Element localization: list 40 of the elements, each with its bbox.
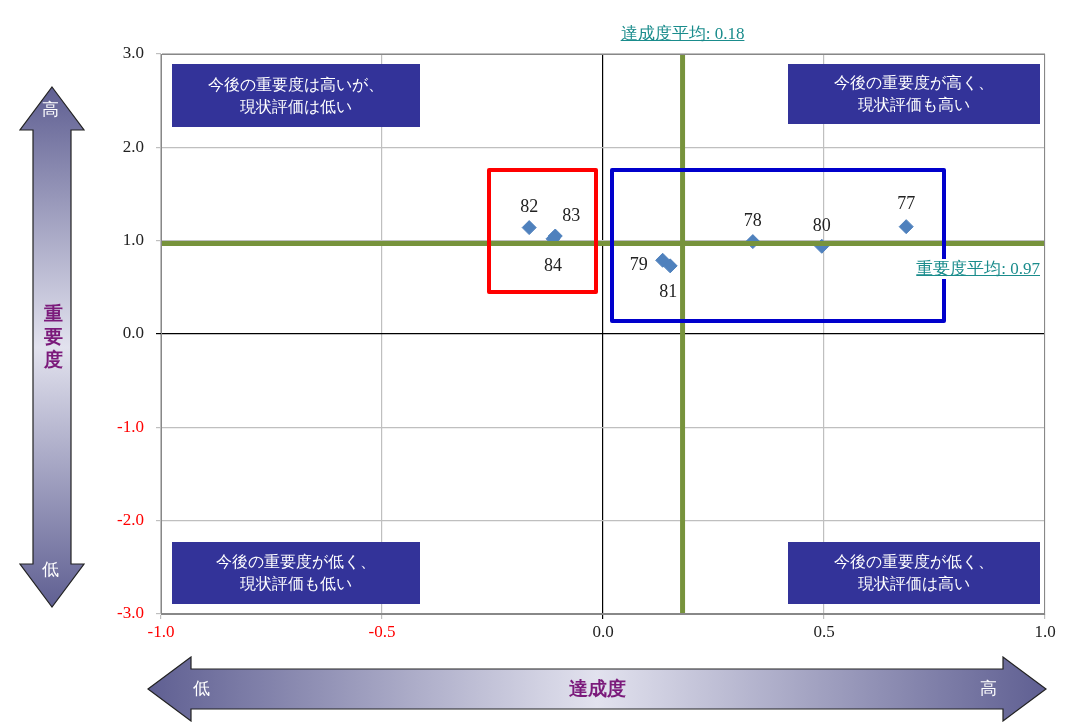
annotation: 今後の重要度は高いが、現状評価は低い xyxy=(208,73,384,118)
x-tick-label: 1.0 xyxy=(1034,621,1056,641)
note-box: 今後の重要度が高く、現状評価も高い xyxy=(788,64,1040,124)
point xyxy=(521,220,537,236)
point xyxy=(662,258,678,274)
text: 高 xyxy=(980,677,997,700)
x-tick-label: -0.5 xyxy=(368,621,396,641)
point xyxy=(898,219,914,235)
annotation: 81 xyxy=(659,280,678,301)
point xyxy=(655,252,671,268)
x-tick-label: 0.0 xyxy=(592,621,614,641)
x-axis-title: 達成度 xyxy=(568,677,626,699)
annotation: 今後の重要度が低く、現状評価は高い xyxy=(834,551,994,595)
text: 低 xyxy=(42,558,59,581)
y-tick-label: 0.0 xyxy=(122,323,144,343)
y-axis-title: 重要度 xyxy=(42,302,64,371)
y-tick-label: -1.0 xyxy=(117,416,144,436)
y-tick-label: -2.0 xyxy=(117,510,144,530)
annotation: 84 xyxy=(544,254,563,275)
annotation: 82 xyxy=(520,196,539,217)
note-box: 今後の重要度は高いが、現状評価は低い xyxy=(172,64,420,127)
note-box: 今後の重要度が低く、現状評価は高い xyxy=(788,542,1040,604)
x-tick-label: -1.0 xyxy=(147,621,175,641)
x-tick-label: 0.5 xyxy=(813,621,835,641)
y-tick-label: 1.0 xyxy=(122,230,144,250)
annotation: 83 xyxy=(562,204,581,225)
y-tick-label: 3.0 xyxy=(122,43,144,63)
annotation: 今後の重要度が高く、現状評価も高い xyxy=(834,72,994,116)
ref-line-label: 達成度平均: 0.18 xyxy=(619,24,746,44)
annotation: 今後の重要度が低く、現状評価も低い xyxy=(216,551,376,595)
annotation: 77 xyxy=(897,193,916,214)
text: 低 xyxy=(193,677,210,700)
annotation: 78 xyxy=(743,210,762,231)
ref-line-label: 重要度平均: 0.97 xyxy=(915,259,1041,280)
note-box: 今後の重要度が低く、現状評価も低い xyxy=(172,542,420,604)
y-tick-label: -3.0 xyxy=(117,603,144,623)
text: 高 xyxy=(42,98,59,121)
annotation: 79 xyxy=(629,254,648,274)
y-tick-label: 2.0 xyxy=(122,136,144,156)
annotation: 80 xyxy=(812,215,831,235)
